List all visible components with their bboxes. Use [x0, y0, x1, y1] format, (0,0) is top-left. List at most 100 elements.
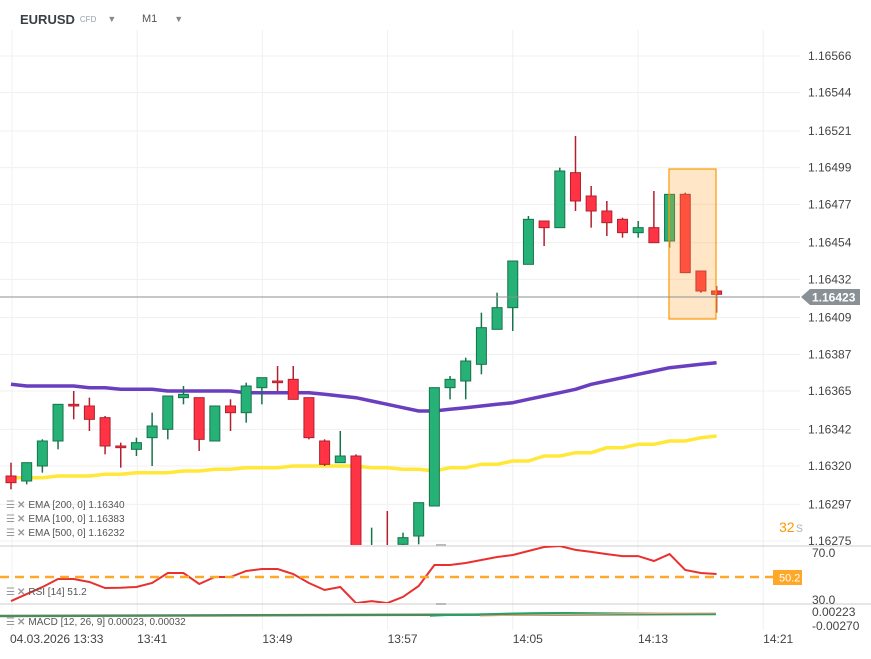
candle-body: [538, 220, 550, 229]
candle[interactable]: [397, 532, 409, 553]
macd-panel: [0, 612, 717, 618]
countdown-value: 32: [779, 519, 795, 535]
candle[interactable]: [21, 462, 33, 485]
current-price-badge: 1.16423: [801, 289, 860, 305]
candle[interactable]: [460, 357, 472, 400]
candle[interactable]: [601, 201, 613, 236]
candle[interactable]: [68, 391, 80, 420]
candle[interactable]: [491, 292, 503, 330]
candle[interactable]: [272, 366, 284, 391]
candle-body: [177, 393, 189, 399]
price-tick-label: 1.16521: [808, 124, 852, 138]
candle[interactable]: [115, 442, 127, 468]
candle[interactable]: [225, 399, 237, 431]
candle-body: [648, 227, 660, 244]
candle[interactable]: [632, 221, 644, 238]
candle[interactable]: [5, 462, 17, 490]
rsi-level-text: 50.2: [779, 573, 800, 585]
indicator-macd[interactable]: ☰ ✕ MACD [12, 26, 9] 0.00023, 0.00032: [6, 616, 186, 629]
candle-body: [193, 397, 205, 440]
time-tick-label: 13:41: [137, 632, 167, 646]
price-tick-label: 1.16409: [808, 311, 852, 325]
indicator-label: MACD [12, 26, 9] 0.00023, 0.00032: [28, 617, 186, 628]
indicator-label: EMA [200, 0] 1.16340: [28, 500, 125, 511]
settings-lines-icon[interactable]: ☰: [6, 500, 15, 511]
candle-body: [334, 455, 346, 464]
candle[interactable]: [319, 439, 331, 466]
settings-lines-icon[interactable]: ☰: [6, 617, 15, 628]
time-tick-label: 14:21: [763, 632, 793, 646]
close-icon[interactable]: ✕: [16, 587, 26, 598]
candle[interactable]: [146, 412, 158, 466]
rsi-panel: [10, 546, 717, 603]
close-icon[interactable]: ✕: [16, 617, 26, 628]
candle[interactable]: [99, 416, 111, 455]
candle[interactable]: [554, 167, 566, 229]
close-icon[interactable]: ✕: [16, 514, 26, 525]
timeframe-label: M1: [142, 13, 158, 25]
candle[interactable]: [679, 192, 691, 274]
candle[interactable]: [695, 270, 707, 293]
timeframe-selector[interactable]: M1 ▼: [142, 10, 183, 28]
close-icon[interactable]: ✕: [16, 528, 26, 539]
indicator-ema-100[interactable]: ☰ ✕ EMA [100, 0] 1.16383: [6, 513, 125, 526]
price-tick-label: 1.16432: [808, 272, 852, 286]
candle-body: [272, 380, 284, 384]
candle[interactable]: [130, 437, 142, 456]
time-tick-label: 14:05: [513, 632, 543, 646]
candle[interactable]: [413, 502, 425, 545]
candle-body: [491, 307, 503, 330]
candle-body: [36, 440, 48, 467]
candle-body: [428, 387, 440, 507]
price-tick-label: 1.16365: [808, 384, 852, 398]
indicator-ema-200[interactable]: ☰ ✕ EMA [200, 0] 1.16340: [6, 499, 125, 512]
indicator-rsi[interactable]: ☰ ✕ RSI [14] 51.2: [6, 586, 87, 599]
candle[interactable]: [382, 511, 392, 583]
price-tick-label: 1.16275: [808, 534, 852, 548]
candle[interactable]: [83, 397, 95, 431]
price-tick-label: 1.16499: [808, 161, 852, 175]
candle-body: [209, 405, 221, 442]
candle[interactable]: [256, 377, 268, 405]
candle[interactable]: [334, 431, 346, 464]
candle[interactable]: [538, 220, 550, 246]
caret-down-icon: ▼: [107, 14, 117, 24]
candle[interactable]: [475, 312, 487, 375]
candle-body: [397, 537, 409, 545]
indicator-ema-500[interactable]: ☰ ✕ EMA [500, 0] 1.16232: [6, 527, 125, 540]
candle[interactable]: [303, 397, 315, 440]
candle-body: [52, 403, 64, 442]
candle[interactable]: [240, 382, 252, 423]
settings-lines-icon[interactable]: ☰: [6, 514, 15, 525]
highlight-box[interactable]: [668, 168, 717, 320]
settings-lines-icon[interactable]: ☰: [6, 528, 15, 539]
price-tick-label: 1.16297: [808, 497, 852, 511]
candle[interactable]: [648, 191, 660, 244]
symbol-selector[interactable]: EURUSD CFD ▼: [20, 10, 116, 28]
settings-lines-icon[interactable]: ☰: [6, 587, 15, 598]
candle[interactable]: [522, 216, 534, 265]
candle[interactable]: [507, 260, 519, 331]
candle[interactable]: [569, 136, 581, 211]
indicator-label: EMA [100, 0] 1.16383: [28, 514, 125, 525]
candle[interactable]: [36, 439, 48, 473]
candle[interactable]: [287, 366, 299, 400]
candle[interactable]: [209, 405, 221, 442]
rsi-tick-label: 30.0: [812, 593, 836, 607]
candle-body: [617, 218, 629, 234]
candle[interactable]: [617, 217, 629, 238]
close-icon[interactable]: ✕: [16, 500, 26, 511]
candle[interactable]: [193, 397, 205, 451]
indicator-label: RSI [14] 51.2: [28, 587, 87, 598]
candle[interactable]: [52, 403, 64, 450]
candle[interactable]: [367, 527, 377, 600]
candle-body: [585, 195, 597, 212]
candle[interactable]: [162, 395, 174, 440]
candle[interactable]: [585, 186, 597, 228]
candle[interactable]: [444, 376, 456, 400]
candle-body: [5, 475, 17, 484]
candle[interactable]: [350, 454, 362, 591]
candle[interactable]: [428, 387, 440, 507]
candle[interactable]: [177, 386, 189, 405]
